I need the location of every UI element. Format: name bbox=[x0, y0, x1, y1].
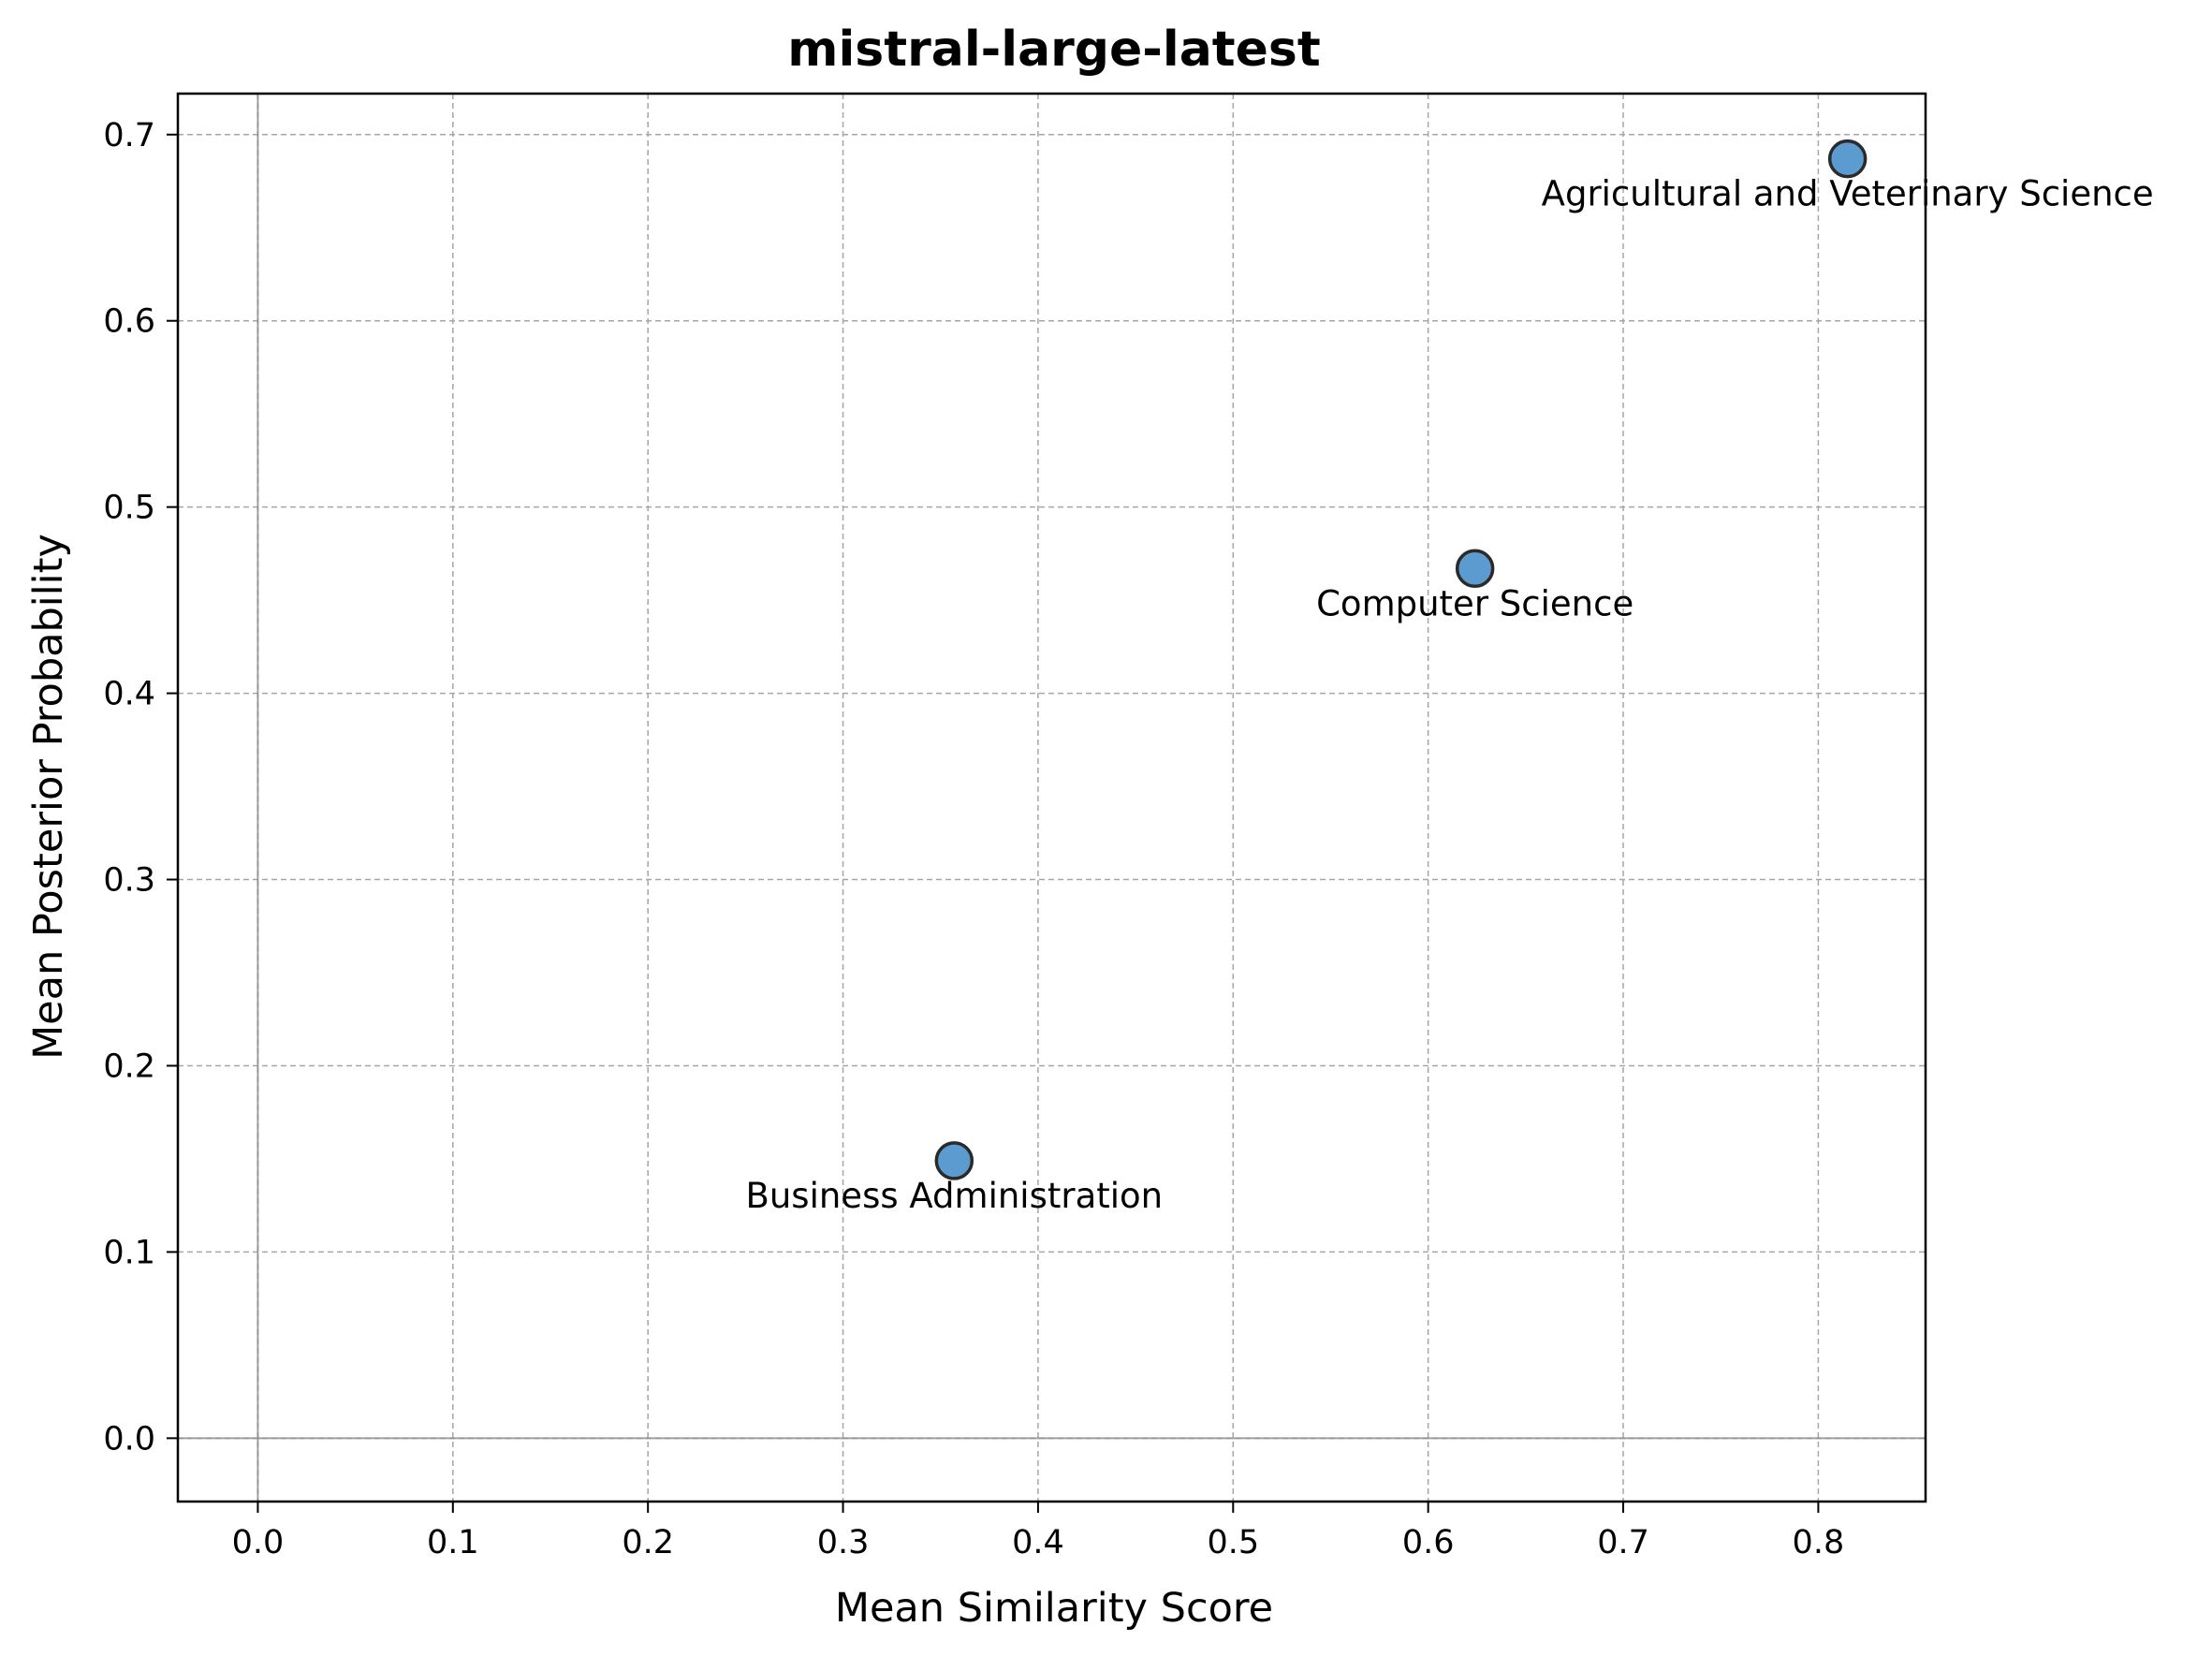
y-tick-label: 0.6 bbox=[103, 303, 155, 341]
x-tick-label: 0.4 bbox=[1012, 1524, 1064, 1561]
x-tick-label: 0.2 bbox=[622, 1524, 674, 1561]
chart-title: mistral-large-latest bbox=[787, 22, 1320, 78]
ticks: 0.0 0.1 0.2 0.3 0.4 0.5 0.6 0.7 0.8 0.0 0.1 0.2 0.3 0… bbox=[103, 117, 1844, 1561]
point-label: Business Administration bbox=[745, 1176, 1163, 1216]
x-tick-label: 0.1 bbox=[427, 1524, 479, 1561]
x-tick-label: 0.5 bbox=[1207, 1524, 1259, 1561]
data-points bbox=[934, 139, 1868, 1180]
axes-frame bbox=[176, 92, 1927, 1503]
x-tick-label: 0.7 bbox=[1597, 1524, 1649, 1561]
y-tick-label: 0.2 bbox=[103, 1048, 155, 1085]
data-point bbox=[934, 1141, 974, 1180]
data-point bbox=[1827, 139, 1868, 179]
data-point bbox=[1455, 549, 1495, 589]
y-tick-label: 0.0 bbox=[103, 1420, 155, 1458]
x-tick-label: 0.6 bbox=[1402, 1524, 1455, 1561]
grid-lines bbox=[178, 94, 1926, 1502]
x-tick-label: 0.0 bbox=[232, 1524, 285, 1561]
y-tick-label: 0.7 bbox=[103, 117, 155, 154]
y-tick-label: 0.1 bbox=[103, 1234, 155, 1271]
x-tick-label: 0.3 bbox=[817, 1524, 870, 1561]
y-tick-label: 0.5 bbox=[103, 490, 155, 527]
y-tick-label: 0.4 bbox=[103, 676, 155, 713]
point-label: Computer Science bbox=[1316, 583, 1633, 623]
x-tick-label: 0.8 bbox=[1793, 1524, 1845, 1561]
zero-lines bbox=[178, 94, 1926, 1502]
point-labels: Agricultural and Veterinary Science Compu… bbox=[745, 174, 2153, 1216]
x-axis-label: Mean Similarity Score bbox=[835, 1585, 1273, 1632]
point-label: Agricultural and Veterinary Science bbox=[1542, 174, 2154, 214]
y-axis-label: Mean Posterior Probability bbox=[25, 534, 72, 1060]
y-tick-label: 0.3 bbox=[103, 862, 155, 900]
